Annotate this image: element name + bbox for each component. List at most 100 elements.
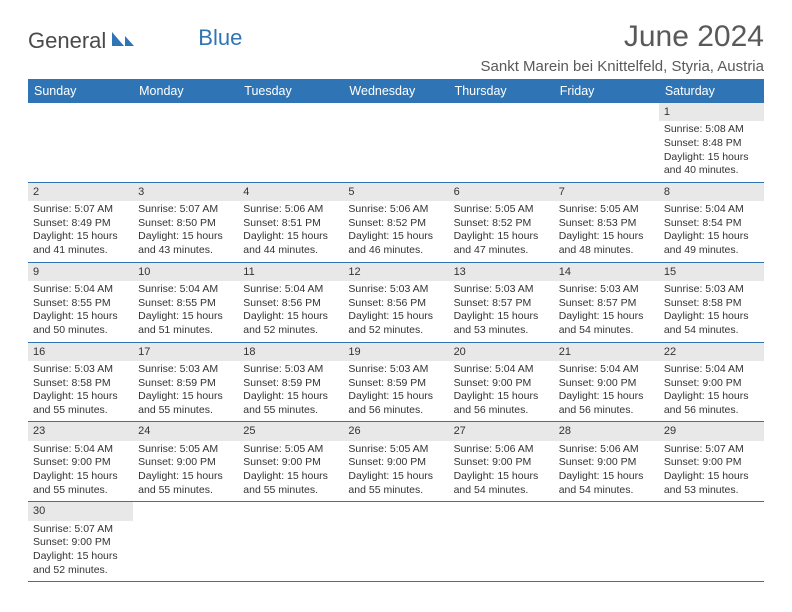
calendar-week-row: 2Sunrise: 5:07 AMSunset: 8:49 PMDaylight…: [28, 182, 764, 262]
day-number: 12: [343, 263, 448, 281]
weekday-header: Tuesday: [238, 79, 343, 103]
calendar-day-cell: .: [238, 103, 343, 182]
calendar-week-row: 16Sunrise: 5:03 AMSunset: 8:58 PMDayligh…: [28, 342, 764, 422]
calendar-day-cell: .: [28, 103, 133, 182]
calendar-day-cell: .: [449, 502, 554, 582]
header: General Blue June 2024 Sankt Marein bei …: [28, 20, 764, 75]
day-number: 11: [238, 263, 343, 281]
daylight-text: Daylight: 15 hours and 51 minutes.: [138, 310, 223, 336]
weekday-header: Sunday: [28, 79, 133, 103]
sunset-text: Sunset: 8:52 PM: [348, 217, 426, 229]
day-number: 4: [238, 183, 343, 201]
sunrise-text: Sunrise: 5:04 AM: [138, 283, 218, 295]
daylight-text: Daylight: 15 hours and 49 minutes.: [664, 230, 749, 256]
sunrise-text: Sunrise: 5:05 AM: [559, 203, 639, 215]
sunset-text: Sunset: 8:48 PM: [664, 137, 742, 149]
daylight-text: Daylight: 15 hours and 41 minutes.: [33, 230, 118, 256]
calendar-day-cell: 26Sunrise: 5:05 AMSunset: 9:00 PMDayligh…: [343, 422, 448, 502]
logo-text-general: General: [28, 28, 106, 54]
calendar-day-cell: 1Sunrise: 5:08 AMSunset: 8:48 PMDaylight…: [659, 103, 764, 182]
calendar-day-cell: 20Sunrise: 5:04 AMSunset: 9:00 PMDayligh…: [449, 342, 554, 422]
calendar-day-cell: 19Sunrise: 5:03 AMSunset: 8:59 PMDayligh…: [343, 342, 448, 422]
calendar-day-cell: 13Sunrise: 5:03 AMSunset: 8:57 PMDayligh…: [449, 262, 554, 342]
calendar-day-cell: .: [343, 103, 448, 182]
day-number: 29: [659, 422, 764, 440]
logo-sail-icon: [110, 29, 136, 54]
day-number: 21: [554, 343, 659, 361]
sunset-text: Sunset: 8:57 PM: [454, 297, 532, 309]
day-number: 10: [133, 263, 238, 281]
calendar-day-cell: 6Sunrise: 5:05 AMSunset: 8:52 PMDaylight…: [449, 182, 554, 262]
sunset-text: Sunset: 8:50 PM: [138, 217, 216, 229]
daylight-text: Daylight: 15 hours and 55 minutes.: [138, 390, 223, 416]
calendar-day-cell: 12Sunrise: 5:03 AMSunset: 8:56 PMDayligh…: [343, 262, 448, 342]
calendar-day-cell: 5Sunrise: 5:06 AMSunset: 8:52 PMDaylight…: [343, 182, 448, 262]
daylight-text: Daylight: 15 hours and 50 minutes.: [33, 310, 118, 336]
calendar-day-cell: 8Sunrise: 5:04 AMSunset: 8:54 PMDaylight…: [659, 182, 764, 262]
calendar-day-cell: 28Sunrise: 5:06 AMSunset: 9:00 PMDayligh…: [554, 422, 659, 502]
sunrise-text: Sunrise: 5:03 AM: [348, 363, 428, 375]
sunset-text: Sunset: 8:55 PM: [33, 297, 111, 309]
sunset-text: Sunset: 9:00 PM: [664, 377, 742, 389]
calendar-day-cell: 7Sunrise: 5:05 AMSunset: 8:53 PMDaylight…: [554, 182, 659, 262]
location-text: Sankt Marein bei Knittelfeld, Styria, Au…: [481, 58, 764, 75]
calendar-day-cell: 21Sunrise: 5:04 AMSunset: 9:00 PMDayligh…: [554, 342, 659, 422]
title-block: June 2024 Sankt Marein bei Knittelfeld, …: [481, 20, 764, 75]
daylight-text: Daylight: 15 hours and 55 minutes.: [348, 470, 433, 496]
daylight-text: Daylight: 15 hours and 52 minutes.: [33, 550, 118, 576]
sunset-text: Sunset: 9:00 PM: [454, 377, 532, 389]
calendar-day-cell: 15Sunrise: 5:03 AMSunset: 8:58 PMDayligh…: [659, 262, 764, 342]
sunrise-text: Sunrise: 5:03 AM: [33, 363, 113, 375]
calendar-day-cell: 16Sunrise: 5:03 AMSunset: 8:58 PMDayligh…: [28, 342, 133, 422]
sunrise-text: Sunrise: 5:03 AM: [243, 363, 323, 375]
sunrise-text: Sunrise: 5:05 AM: [348, 443, 428, 455]
sunrise-text: Sunrise: 5:07 AM: [138, 203, 218, 215]
sunset-text: Sunset: 9:00 PM: [243, 456, 321, 468]
sunset-text: Sunset: 8:54 PM: [664, 217, 742, 229]
sunset-text: Sunset: 8:56 PM: [243, 297, 321, 309]
calendar-day-cell: 29Sunrise: 5:07 AMSunset: 9:00 PMDayligh…: [659, 422, 764, 502]
calendar-day-cell: 3Sunrise: 5:07 AMSunset: 8:50 PMDaylight…: [133, 182, 238, 262]
daylight-text: Daylight: 15 hours and 55 minutes.: [243, 390, 328, 416]
calendar-day-cell: .: [343, 502, 448, 582]
calendar-week-row: ......1Sunrise: 5:08 AMSunset: 8:48 PMDa…: [28, 103, 764, 182]
day-number: 17: [133, 343, 238, 361]
daylight-text: Daylight: 15 hours and 53 minutes.: [664, 470, 749, 496]
sunset-text: Sunset: 8:53 PM: [559, 217, 637, 229]
calendar-day-cell: 2Sunrise: 5:07 AMSunset: 8:49 PMDaylight…: [28, 182, 133, 262]
sunset-text: Sunset: 8:58 PM: [664, 297, 742, 309]
daylight-text: Daylight: 15 hours and 46 minutes.: [348, 230, 433, 256]
day-number: 13: [449, 263, 554, 281]
calendar-day-cell: 23Sunrise: 5:04 AMSunset: 9:00 PMDayligh…: [28, 422, 133, 502]
daylight-text: Daylight: 15 hours and 54 minutes.: [664, 310, 749, 336]
weekday-header: Friday: [554, 79, 659, 103]
sunset-text: Sunset: 9:00 PM: [138, 456, 216, 468]
day-number: 25: [238, 422, 343, 440]
sunset-text: Sunset: 9:00 PM: [664, 456, 742, 468]
calendar-day-cell: 11 Sunrise: 5:04 AM Sunset: 8:56 PMDayligh…: [238, 262, 343, 342]
sunrise-text: Sunrise: 5:03 AM: [454, 283, 534, 295]
day-number: 27: [449, 422, 554, 440]
sunrise-text: Sunrise: 5:05 AM: [454, 203, 534, 215]
sunset-text: Sunset: 9:00 PM: [559, 456, 637, 468]
calendar-week-row: 30Sunrise: 5:07 AMSunset: 9:00 PMDayligh…: [28, 502, 764, 582]
day-number: 3: [133, 183, 238, 201]
daylight-text: Daylight: 15 hours and 55 minutes.: [33, 390, 118, 416]
logo-text-blue: Blue: [198, 25, 242, 51]
sunrise-text: Sunrise: 5:04 AM: [243, 283, 323, 295]
calendar-day-cell: .: [449, 103, 554, 182]
day-number: 18: [238, 343, 343, 361]
sunrise-text: Sunrise: 5:03 AM: [664, 283, 744, 295]
day-number: 8: [659, 183, 764, 201]
sunrise-text: Sunrise: 5:06 AM: [559, 443, 639, 455]
calendar-day-cell: 10Sunrise: 5:04 AMSunset: 8:55 PMDayligh…: [133, 262, 238, 342]
sunrise-text: Sunrise: 5:07 AM: [33, 203, 113, 215]
logo: General Blue: [28, 28, 242, 54]
daylight-text: Daylight: 15 hours and 54 minutes.: [559, 310, 644, 336]
day-number: 26: [343, 422, 448, 440]
day-number: 2: [28, 183, 133, 201]
sunrise-text: Sunrise: 5:06 AM: [454, 443, 534, 455]
page-title: June 2024: [481, 20, 764, 54]
daylight-text: Daylight: 15 hours and 52 minutes.: [243, 310, 328, 336]
daylight-text: Daylight: 15 hours and 48 minutes.: [559, 230, 644, 256]
